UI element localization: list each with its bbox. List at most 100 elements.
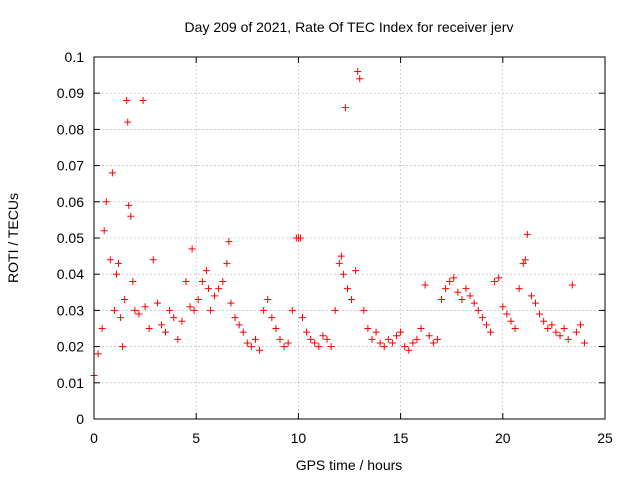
data-point — [458, 296, 466, 304]
data-points — [90, 67, 589, 380]
x-tick-label: 25 — [597, 430, 613, 446]
data-point — [186, 303, 194, 311]
data-point — [243, 339, 251, 347]
data-point — [368, 335, 376, 343]
data-point — [102, 198, 110, 206]
data-point — [454, 288, 462, 296]
data-point — [491, 277, 499, 285]
data-point — [117, 314, 125, 322]
data-point — [198, 277, 206, 285]
data-point — [211, 292, 219, 300]
data-point — [280, 343, 288, 351]
data-point — [141, 303, 149, 311]
data-point — [219, 277, 227, 285]
data-point — [94, 350, 102, 358]
data-point — [564, 335, 572, 343]
data-point — [503, 310, 511, 318]
axis-ticks: 0 5 10 15 20 25 0 0.01 0.02 0.03 0.04 0.05 0.06 0.07 0… — [57, 49, 613, 446]
data-point — [364, 325, 372, 332]
data-point — [115, 259, 123, 267]
data-point — [190, 306, 198, 314]
data-point — [129, 277, 137, 285]
data-point — [225, 238, 233, 246]
x-tick-label: 5 — [192, 430, 200, 446]
data-point — [572, 328, 580, 336]
data-point — [384, 335, 392, 343]
data-point — [307, 335, 315, 343]
data-point — [256, 346, 264, 354]
data-point — [166, 306, 174, 314]
data-point — [556, 332, 564, 340]
data-point — [442, 285, 450, 293]
data-point — [202, 267, 210, 275]
data-point — [354, 67, 362, 75]
data-point — [125, 201, 133, 209]
data-point — [247, 343, 255, 351]
data-point — [446, 277, 454, 285]
data-point — [157, 321, 165, 329]
data-point — [356, 75, 364, 83]
x-tick-label: 15 — [393, 430, 409, 446]
data-point — [303, 328, 311, 336]
y-tick-label: 0.09 — [57, 85, 84, 101]
data-point — [433, 335, 441, 343]
data-point — [260, 306, 268, 314]
data-point — [127, 212, 135, 220]
data-point — [405, 346, 413, 354]
x-tick-label: 20 — [495, 430, 511, 446]
data-point — [311, 339, 319, 347]
data-point — [123, 96, 131, 104]
data-point — [478, 314, 486, 322]
y-tick-label: 0.04 — [57, 266, 84, 282]
y-axis-label: ROTI / TECUs — [5, 193, 21, 283]
data-point — [170, 314, 178, 322]
data-point — [223, 259, 231, 267]
data-point — [124, 118, 132, 126]
data-point — [552, 328, 560, 336]
data-point — [417, 325, 425, 332]
y-tick-label: 0.07 — [57, 158, 84, 174]
y-tick-label: 0 — [76, 411, 84, 427]
x-axis-label: GPS time / hours — [296, 457, 403, 473]
data-point — [131, 306, 139, 314]
data-point — [393, 332, 401, 340]
data-point — [327, 343, 335, 351]
data-point — [106, 256, 114, 264]
y-tick-label: 0.01 — [57, 375, 84, 391]
data-point — [487, 328, 495, 336]
data-point — [215, 285, 223, 293]
data-point — [323, 335, 331, 343]
data-point — [119, 343, 127, 351]
data-point — [108, 169, 116, 177]
data-point — [319, 332, 327, 340]
data-point — [413, 335, 421, 343]
data-point — [268, 314, 276, 322]
data-point — [121, 296, 129, 304]
data-point — [207, 306, 215, 314]
data-point — [401, 343, 409, 351]
data-point — [527, 292, 535, 300]
data-point — [162, 328, 170, 336]
x-tick-label: 0 — [90, 430, 98, 446]
data-point — [507, 317, 515, 325]
data-point — [482, 321, 490, 329]
y-tick-label: 0.08 — [57, 121, 84, 137]
chart-title: Day 209 of 2021, Rate Of TEC Index for r… — [185, 19, 514, 35]
y-tick-label: 0.06 — [57, 194, 84, 210]
data-point — [272, 325, 280, 332]
data-point — [182, 277, 190, 285]
data-point — [188, 245, 196, 253]
data-point — [204, 285, 212, 293]
data-point — [135, 310, 143, 318]
data-point — [343, 285, 351, 293]
data-point — [515, 285, 523, 293]
x-tick-label: 10 — [291, 430, 307, 446]
y-tick-label: 0.02 — [57, 339, 84, 355]
data-point — [100, 227, 108, 235]
data-point — [421, 281, 429, 289]
data-point — [437, 296, 445, 304]
data-point — [532, 299, 540, 307]
data-point — [174, 335, 182, 343]
data-point — [568, 281, 576, 289]
